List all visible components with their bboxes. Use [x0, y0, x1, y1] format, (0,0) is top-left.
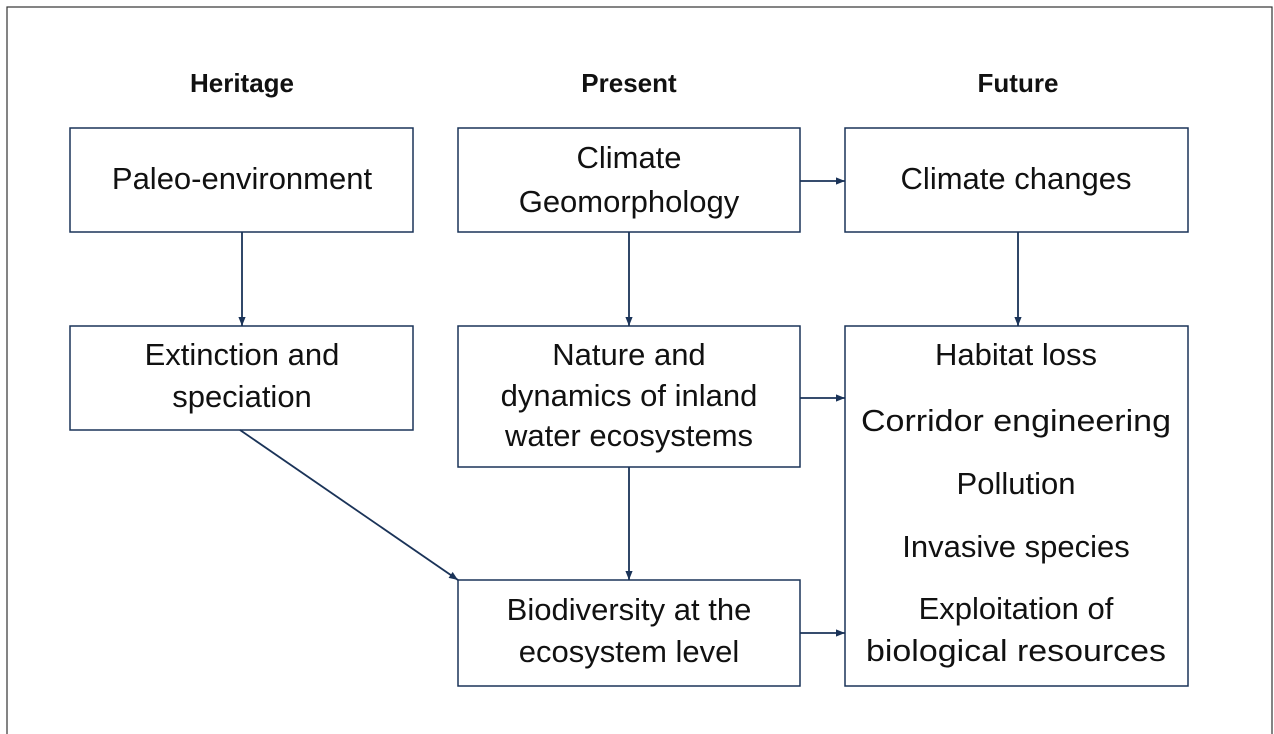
- node-text: Corridor engineering: [861, 403, 1171, 438]
- node-box: [457, 579, 801, 687]
- node-text: Paleo-environment: [112, 161, 373, 196]
- node-text: Habitat loss: [935, 337, 1097, 372]
- node-box: [844, 325, 1189, 687]
- node-box: [457, 127, 801, 233]
- node-text: Geomorphology: [519, 184, 740, 219]
- node-text: Extinction and: [145, 337, 340, 372]
- node-text: biological resources: [866, 633, 1166, 668]
- node-text: Nature and: [552, 337, 705, 372]
- node-text: dynamics of inland: [501, 378, 758, 413]
- node-text: Climate: [576, 140, 681, 175]
- column-header: Heritage: [190, 68, 294, 98]
- arrow: [239, 429, 459, 581]
- frame: [6, 6, 1273, 734]
- node-text: Climate changes: [901, 161, 1132, 196]
- node-text: ecosystem level: [519, 634, 740, 669]
- node-text: speciation: [172, 379, 312, 414]
- node-text: Biodiversity at the: [507, 592, 752, 627]
- node-box: [844, 127, 1189, 233]
- node-text: Exploitation of: [919, 591, 1114, 626]
- node-text: water ecosystems: [504, 418, 753, 453]
- node-text: Pollution: [957, 466, 1076, 501]
- node-text: Invasive species: [902, 529, 1129, 564]
- column-header: Present: [581, 68, 677, 98]
- node-box: [69, 325, 414, 431]
- node-box: [457, 325, 801, 468]
- column-header: Future: [978, 68, 1059, 98]
